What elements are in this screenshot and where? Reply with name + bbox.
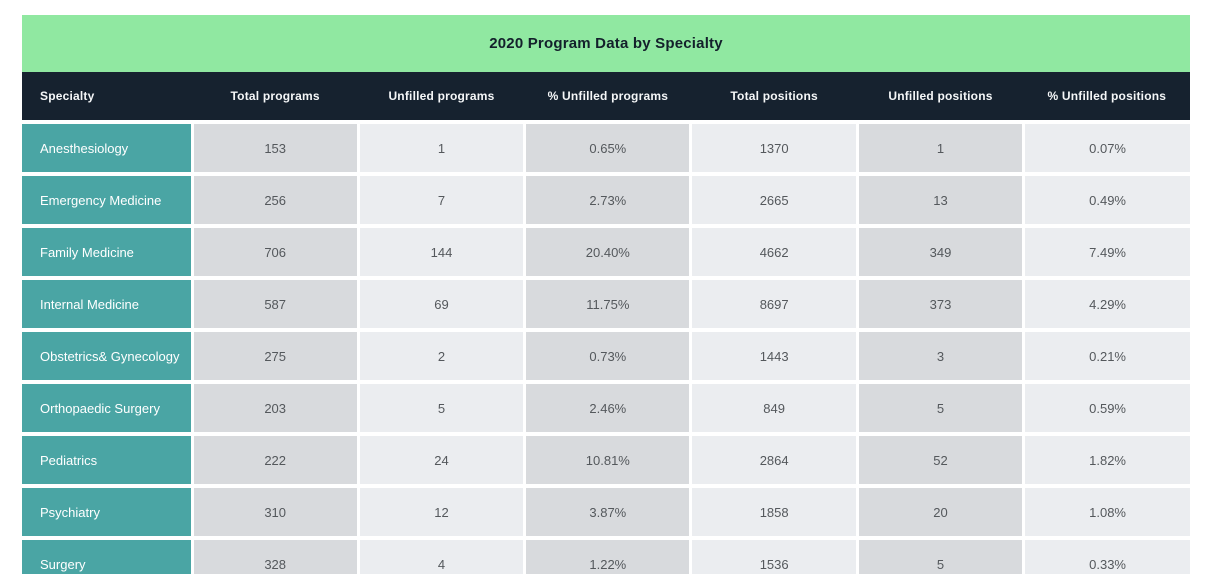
value-cell: 0.21% — [1022, 328, 1190, 382]
table-row: Pediatrics 222 24 10.81% 2864 52 1.82% — [22, 432, 1190, 486]
value-cell: 7.49% — [1022, 224, 1190, 278]
table-title: 2020 Program Data by Specialty — [22, 15, 1190, 72]
value-cell: 0.59% — [1022, 380, 1190, 434]
value-cell: 203 — [190, 380, 360, 434]
value-cell: 52 — [855, 432, 1026, 486]
value-cell: 349 — [855, 224, 1026, 278]
value-cell: 2 — [356, 328, 527, 382]
value-cell: 706 — [190, 224, 360, 278]
value-cell: 8697 — [689, 276, 859, 330]
specialty-cell: Pediatrics — [22, 432, 194, 486]
value-cell: 0.73% — [523, 328, 693, 382]
value-cell: 1370 — [689, 120, 859, 174]
value-cell: 1 — [855, 120, 1026, 174]
header-row: Specialty Total programs Unfilled progra… — [22, 72, 1190, 122]
specialty-cell: Surgery — [22, 536, 194, 574]
table-row: Psychiatry 310 12 3.87% 1858 20 1.08% — [22, 484, 1190, 538]
specialty-cell: Psychiatry — [22, 484, 194, 538]
title-row: 2020 Program Data by Specialty — [22, 15, 1190, 72]
table-row: Obstetrics& Gynecology 275 2 0.73% 1443 3 0.21… — [22, 328, 1190, 382]
value-cell: 310 — [190, 484, 360, 538]
table-row: Orthopaedic Surgery 203 5 2.46% 849 5 0.59% — [22, 380, 1190, 434]
value-cell: 849 — [689, 380, 859, 434]
value-cell: 2.73% — [523, 172, 693, 226]
value-cell: 222 — [190, 432, 360, 486]
specialty-cell: Anesthesiology — [22, 120, 194, 174]
value-cell: 1858 — [689, 484, 859, 538]
value-cell: 4 — [356, 536, 527, 574]
value-cell: 144 — [356, 224, 527, 278]
value-cell: 69 — [356, 276, 527, 330]
value-cell: 10.81% — [523, 432, 693, 486]
specialty-cell: Orthopaedic Surgery — [22, 380, 194, 434]
table-row: Surgery 328 4 1.22% 1536 5 0.33% — [22, 536, 1190, 574]
value-cell: 1536 — [689, 536, 859, 574]
value-cell: 2665 — [689, 172, 859, 226]
value-cell: 2.46% — [523, 380, 693, 434]
specialty-data-table: 2020 Program Data by Specialty Specialty… — [22, 15, 1190, 574]
column-header-total-programs: Total programs — [192, 72, 359, 122]
value-cell: 1443 — [689, 328, 859, 382]
data-table: 2020 Program Data by Specialty Specialty… — [22, 15, 1190, 574]
table-row: Emergency Medicine 256 7 2.73% 2665 13 0.49% — [22, 172, 1190, 226]
specialty-cell: Internal Medicine — [22, 276, 194, 330]
value-cell: 5 — [356, 380, 527, 434]
column-header-specialty: Specialty — [22, 72, 192, 122]
value-cell: 0.07% — [1022, 120, 1190, 174]
value-cell: 20.40% — [523, 224, 693, 278]
value-cell: 3 — [855, 328, 1026, 382]
value-cell: 3.87% — [523, 484, 693, 538]
value-cell: 1.22% — [523, 536, 693, 574]
table-row: Family Medicine 706 144 20.40% 4662 349 7.49% — [22, 224, 1190, 278]
value-cell: 13 — [855, 172, 1026, 226]
column-header-unfilled-positions: Unfilled positions — [857, 72, 1024, 122]
value-cell: 24 — [356, 432, 527, 486]
value-cell: 0.49% — [1022, 172, 1190, 226]
specialty-cell: Family Medicine — [22, 224, 194, 278]
specialty-cell: Obstetrics& Gynecology — [22, 328, 194, 382]
value-cell: 0.33% — [1022, 536, 1190, 574]
value-cell: 4662 — [689, 224, 859, 278]
value-cell: 1 — [356, 120, 527, 174]
value-cell: 5 — [855, 380, 1026, 434]
column-header-pct-unfilled-programs: % Unfilled programs — [524, 72, 691, 122]
column-header-unfilled-programs: Unfilled programs — [358, 72, 525, 122]
value-cell: 7 — [356, 172, 527, 226]
value-cell: 0.65% — [523, 120, 693, 174]
value-cell: 328 — [190, 536, 360, 574]
value-cell: 153 — [190, 120, 360, 174]
value-cell: 11.75% — [523, 276, 693, 330]
value-cell: 1.08% — [1022, 484, 1190, 538]
value-cell: 373 — [855, 276, 1026, 330]
value-cell: 275 — [190, 328, 360, 382]
column-header-pct-unfilled-positions: % Unfilled positions — [1023, 72, 1190, 122]
value-cell: 4.29% — [1022, 276, 1190, 330]
value-cell: 1.82% — [1022, 432, 1190, 486]
value-cell: 256 — [190, 172, 360, 226]
value-cell: 12 — [356, 484, 527, 538]
table-row: Anesthesiology 153 1 0.65% 1370 1 0.07% — [22, 120, 1190, 174]
column-header-total-positions: Total positions — [690, 72, 858, 122]
value-cell: 5 — [855, 536, 1026, 574]
table-row: Internal Medicine 587 69 11.75% 8697 373 4.29% — [22, 276, 1190, 330]
value-cell: 20 — [855, 484, 1026, 538]
value-cell: 587 — [190, 276, 360, 330]
specialty-cell: Emergency Medicine — [22, 172, 194, 226]
value-cell: 2864 — [689, 432, 859, 486]
